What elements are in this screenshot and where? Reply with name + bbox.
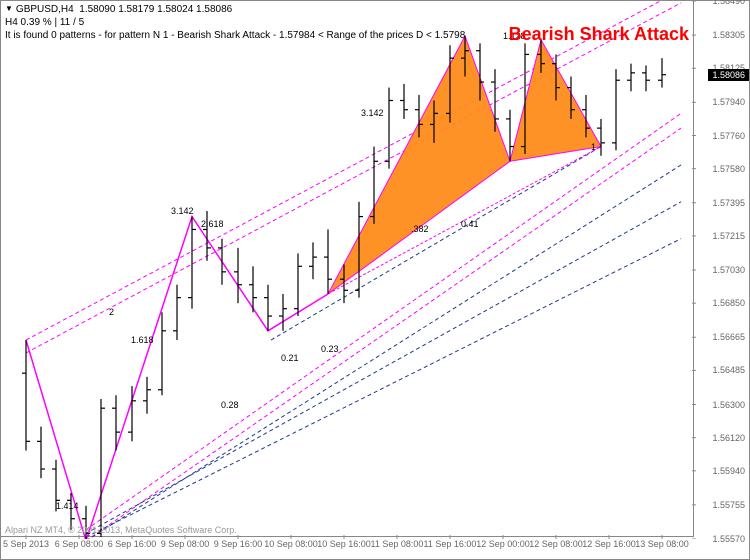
x-axis-label: 11 Sep 08:00	[371, 539, 424, 549]
y-axis-label: 1.56120	[712, 433, 745, 443]
y-axis-label: 1.56665	[712, 332, 745, 342]
x-axis-label: 10 Sep 16:00	[317, 539, 371, 549]
y-axis-label: 1.57030	[712, 265, 745, 275]
y-axis-label: 1.55570	[712, 534, 745, 544]
fib-label: 3.142	[361, 108, 384, 118]
chart-container: ▼ GBPUSD,H4 1.58090 1.58179 1.58024 1.58…	[0, 0, 750, 560]
x-axis-label: 5 Sep 2013	[3, 539, 49, 549]
x-axis-label: 9 Sep 08:00	[161, 539, 210, 549]
current-price-tag: 1.58086	[708, 69, 749, 81]
x-axis-label: 10 Sep 08:00	[264, 539, 318, 549]
fib-label: 0.21	[281, 353, 299, 363]
x-axis-label: 12 Sep 16:00	[582, 539, 636, 549]
x-axis: 5 Sep 2013 6 Sep 08:00 6 Sep 16:00 9 Sep 08…	[1, 537, 694, 559]
fib-label: 2.618	[201, 219, 224, 229]
watermark: Alpari NZ MT4, © 2001-2013, MetaQuotes S…	[5, 525, 237, 535]
x-axis-label: 6 Sep 16:00	[108, 539, 157, 549]
y-axis-label: 1.56300	[712, 400, 745, 410]
x-axis-label: 11 Sep 16:00	[424, 539, 477, 549]
y-axis-label: 1.57580	[712, 164, 745, 174]
plot-area[interactable]: 1.414 2 1.618 3.142 2.618 0.28 0.21 0.23 3.142 .3…	[1, 1, 694, 537]
y-axis-label: 1.56850	[712, 298, 745, 308]
fib-label: 2	[109, 307, 114, 317]
x-axis-label: 6 Sep 08:00	[55, 539, 104, 549]
y-axis-label: 1.56485	[712, 365, 745, 375]
fib-label: 0.28	[221, 400, 239, 410]
fib-label: 1	[591, 142, 596, 152]
fib-label: 3.142	[171, 206, 194, 216]
fib-label: 1.414	[56, 501, 79, 511]
y-axis-label: 1.57395	[712, 198, 745, 208]
y-axis-label: 1.57760	[712, 131, 745, 141]
fib-label: 0.41	[461, 219, 479, 229]
fib-label: 0.23	[321, 344, 339, 354]
pattern-title: Bearish Shark Attack	[509, 24, 689, 45]
chart-svg	[1, 1, 696, 539]
y-axis: 1.584901.583051.581251.579401.577601.575…	[694, 1, 749, 537]
x-axis-label: 12 Sep 08:00	[529, 539, 583, 549]
y-axis-label: 1.57215	[712, 231, 745, 241]
y-axis-label: 1.55940	[712, 466, 745, 476]
x-axis-label: 13 Sep 08:00	[635, 539, 689, 549]
x-axis-label: 12 Sep 00:00	[476, 539, 530, 549]
y-axis-label: 1.58305	[712, 30, 745, 40]
y-axis-label: 1.57940	[712, 97, 745, 107]
fib-label: .382	[411, 224, 429, 234]
fib-label: 1.618	[131, 335, 154, 345]
x-axis-label: 9 Sep 16:00	[214, 539, 263, 549]
y-axis-label: 1.58490	[712, 0, 745, 6]
y-axis-label: 1.55755	[712, 500, 745, 510]
